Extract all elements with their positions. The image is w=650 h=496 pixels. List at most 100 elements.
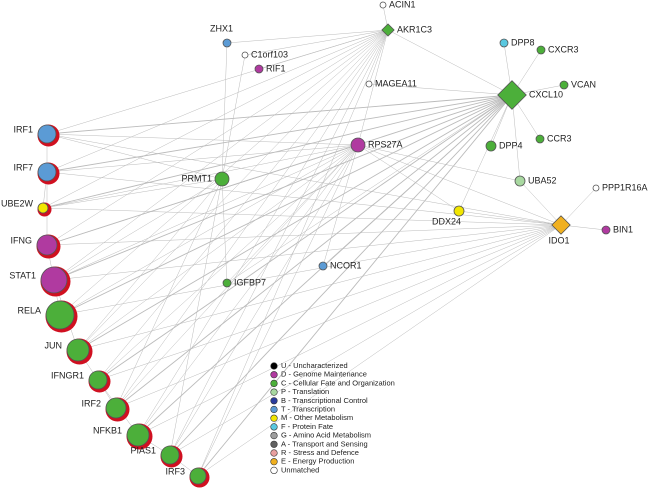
legend-swatch bbox=[270, 397, 278, 405]
edge bbox=[77, 29, 389, 351]
node bbox=[214, 171, 230, 187]
node bbox=[485, 140, 497, 152]
edge bbox=[137, 29, 389, 436]
legend-label: P - Translation bbox=[281, 387, 329, 396]
node bbox=[126, 423, 150, 447]
node-label: ACIN1 bbox=[389, 0, 416, 9]
node-label: AKR1C3 bbox=[397, 24, 432, 34]
edge bbox=[42, 178, 223, 209]
node-label: RPS27A bbox=[368, 139, 403, 149]
node bbox=[536, 45, 546, 55]
edge bbox=[226, 29, 389, 44]
edge bbox=[46, 144, 359, 173]
edge bbox=[97, 224, 562, 381]
node bbox=[497, 80, 527, 110]
node-label: UBA52 bbox=[528, 175, 557, 185]
edge bbox=[46, 29, 389, 173]
node bbox=[45, 300, 75, 330]
edge bbox=[368, 29, 389, 85]
node-label: IRF3 bbox=[165, 466, 185, 476]
node bbox=[88, 370, 108, 390]
node bbox=[37, 202, 49, 214]
node-label: IRF2 bbox=[81, 398, 101, 408]
node-label: VCAN bbox=[571, 79, 596, 89]
edge bbox=[137, 144, 359, 436]
edge bbox=[322, 144, 359, 267]
node bbox=[37, 124, 57, 144]
node-label: RIF1 bbox=[266, 63, 286, 73]
legend-label: R - Stress and Defence bbox=[281, 448, 359, 457]
node bbox=[559, 80, 569, 90]
node-label: IFNG bbox=[11, 235, 33, 245]
nodes: ACIN1 AKR1C3 ZHX1 C1orf103 RIF1 MAGEA11 DPP8 CX… bbox=[1, 0, 648, 488]
edge bbox=[42, 144, 359, 209]
node-label: ZHX1 bbox=[210, 23, 233, 33]
edge bbox=[46, 144, 359, 246]
node-label: STAT1 bbox=[9, 270, 36, 280]
node-label: IFNGR1 bbox=[51, 370, 84, 380]
edge bbox=[197, 29, 389, 477]
edge bbox=[46, 94, 513, 173]
node bbox=[551, 215, 571, 235]
edge bbox=[221, 178, 228, 284]
edge bbox=[46, 94, 513, 135]
legend-label: A - Transport and Sensing bbox=[281, 439, 368, 448]
legend-label: Unmatched bbox=[281, 465, 319, 474]
edge bbox=[53, 144, 359, 281]
legend-label: D - Genome Maintenance bbox=[281, 370, 367, 379]
edge bbox=[115, 29, 389, 409]
legend-swatch bbox=[270, 379, 278, 388]
edge bbox=[77, 224, 562, 351]
legend-label: F - Protein Fate bbox=[281, 422, 333, 431]
node-label: C1orf103 bbox=[251, 49, 288, 59]
node bbox=[592, 184, 600, 192]
node bbox=[499, 38, 509, 48]
node-label: NFKB1 bbox=[93, 425, 122, 435]
node bbox=[241, 51, 249, 59]
node-label: NCOR1 bbox=[330, 260, 362, 270]
edge bbox=[458, 94, 513, 212]
edge bbox=[97, 94, 513, 381]
legend-label: G - Amino Acid Metabolism bbox=[281, 431, 371, 440]
node-label: CXCR3 bbox=[548, 44, 579, 54]
node bbox=[535, 134, 545, 144]
node-label: PPP1R16A bbox=[602, 182, 648, 192]
edge bbox=[221, 42, 228, 180]
legend-swatch bbox=[270, 414, 278, 422]
node-label: BIN1 bbox=[613, 224, 633, 234]
node bbox=[350, 137, 366, 153]
node bbox=[365, 80, 373, 88]
edge bbox=[42, 29, 389, 209]
node bbox=[189, 467, 207, 485]
edge bbox=[197, 94, 513, 477]
edge bbox=[458, 210, 562, 226]
legend-swatch bbox=[270, 466, 278, 475]
legend-label: C - Cellular Fate and Organization bbox=[281, 378, 395, 387]
node-label: IGFBP7 bbox=[234, 277, 266, 287]
edge bbox=[42, 94, 513, 209]
node-label: UBE2W bbox=[1, 198, 34, 208]
legend-label: U - Uncharacterized bbox=[281, 361, 348, 370]
node bbox=[379, 1, 387, 9]
edge bbox=[519, 180, 562, 226]
edge bbox=[115, 224, 562, 409]
edge bbox=[46, 133, 359, 146]
edge bbox=[197, 224, 562, 477]
node-label: RELA bbox=[17, 305, 41, 315]
edge bbox=[53, 178, 223, 281]
edge bbox=[197, 144, 359, 477]
edge bbox=[59, 224, 562, 316]
legend-swatch bbox=[270, 440, 278, 448]
legend-swatch bbox=[270, 388, 278, 396]
edge bbox=[169, 224, 562, 456]
edge bbox=[357, 144, 460, 212]
edge bbox=[357, 144, 562, 226]
edge bbox=[560, 187, 597, 226]
node-label: CXCL10 bbox=[529, 89, 563, 99]
edge bbox=[46, 29, 389, 135]
legend-swatch bbox=[270, 362, 278, 370]
edge bbox=[169, 144, 359, 456]
edge bbox=[169, 94, 513, 456]
node bbox=[40, 266, 68, 294]
